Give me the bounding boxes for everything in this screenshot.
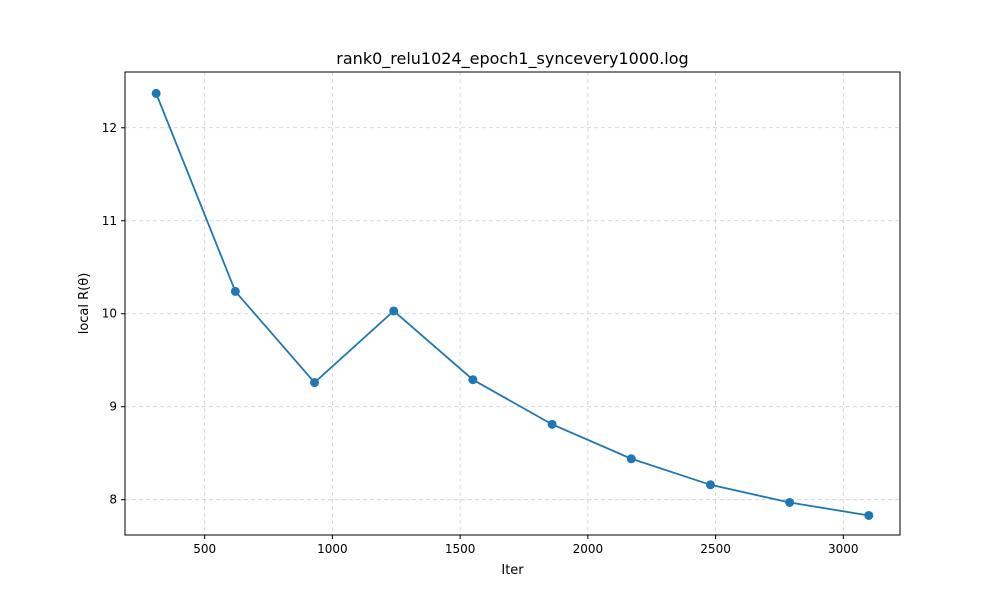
data-point [230, 286, 240, 296]
data-point [705, 480, 715, 490]
grid-layer [125, 72, 900, 535]
data-point [626, 454, 636, 464]
y-tick-label: 8 [109, 493, 117, 507]
data-point [785, 497, 795, 507]
data-point [151, 88, 161, 98]
x-axis-label: Iter [501, 563, 524, 578]
data-point [468, 375, 478, 385]
y-tick-label: 12 [102, 121, 117, 135]
x-axis: 500 1000 1500 2000 2500 3000 [193, 535, 859, 556]
plot-frame [124, 71, 901, 536]
y-tick-label: 11 [102, 214, 117, 228]
x-tick-label: 500 [193, 542, 216, 556]
x-tick-label: 1000 [317, 542, 348, 556]
y-axis-label: local R(θ) [77, 273, 92, 335]
series-line [155, 93, 869, 517]
data-point [547, 419, 557, 429]
y-tick-label: 9 [109, 400, 117, 414]
data-point [310, 378, 320, 388]
x-tick-label: 3000 [828, 542, 859, 556]
data-point [389, 306, 399, 316]
x-tick-label: 2000 [573, 542, 604, 556]
x-tick-label: 2500 [700, 542, 731, 556]
chart-title: rank0_relu1024_epoch1_syncevery1000.log [336, 49, 688, 69]
data-point [864, 510, 874, 520]
series-layer [151, 88, 874, 520]
y-tick-label: 10 [102, 307, 117, 321]
x-tick-label: 1500 [445, 542, 476, 556]
y-axis: 8 9 10 11 12 [102, 121, 125, 507]
